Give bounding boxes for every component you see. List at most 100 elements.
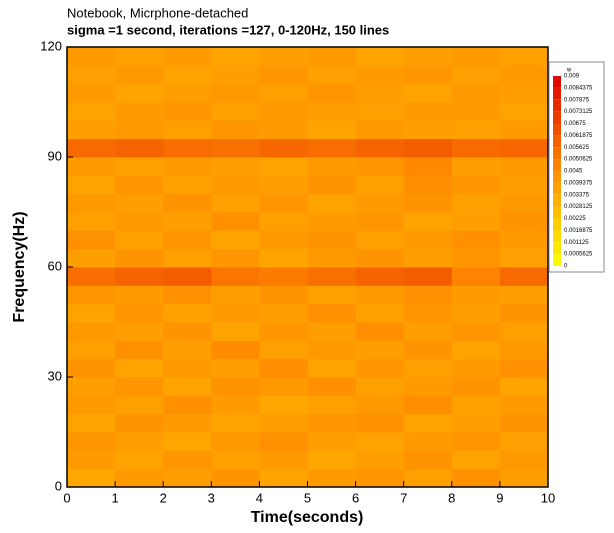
- heat-cell: [307, 157, 357, 176]
- heat-cell: [67, 340, 116, 360]
- heat-cell: [211, 102, 260, 121]
- heat-cell: [115, 267, 164, 286]
- heat-cell: [211, 175, 260, 195]
- heat-cell: [451, 230, 501, 250]
- heat-cell: [259, 450, 308, 470]
- heat-cell: [307, 450, 357, 470]
- heat-cell: [499, 322, 549, 341]
- heat-cell: [211, 340, 260, 360]
- heat-cell: [307, 65, 357, 85]
- heat-cell: [355, 413, 405, 433]
- heat-cell: [163, 450, 212, 470]
- heat-cell: [499, 267, 549, 286]
- heat-cell: [67, 138, 116, 158]
- heat-cell: [403, 83, 453, 103]
- heat-cell: [403, 47, 453, 66]
- heat-cell: [499, 377, 549, 396]
- heat-cell: [67, 47, 116, 66]
- heat-cell: [451, 322, 501, 341]
- x-tick-label: 10: [541, 490, 555, 505]
- heat-cell: [67, 157, 116, 176]
- legend-label: 0.0016875: [564, 228, 593, 234]
- legend-swatch: [553, 135, 561, 148]
- heat-cell: [115, 138, 164, 158]
- heat-cell: [67, 65, 116, 85]
- heat-cell: [499, 47, 549, 66]
- heat-cell: [115, 322, 164, 341]
- heat-cell: [499, 230, 549, 250]
- heat-cell: [355, 340, 405, 360]
- heat-cell: [499, 468, 549, 488]
- heat-cell: [259, 138, 308, 158]
- heat-cell: [451, 450, 501, 470]
- heat-cell: [67, 120, 116, 140]
- heat-cell: [403, 157, 453, 176]
- heat-cell: [115, 65, 164, 85]
- heat-cell: [355, 377, 405, 396]
- heat-cell: [451, 157, 501, 176]
- heat-cell: [403, 358, 453, 378]
- heat-cell: [499, 65, 549, 85]
- heat-cell: [451, 468, 501, 488]
- heat-cell: [307, 377, 357, 396]
- y-tick-label: 30: [48, 368, 62, 383]
- x-tick-label: 4: [256, 490, 263, 505]
- legend-swatch: [553, 206, 561, 219]
- heat-cell: [451, 377, 501, 396]
- heat-cell: [115, 285, 164, 305]
- heat-cell: [355, 432, 405, 451]
- heat-cell: [211, 47, 260, 66]
- heat-cell: [307, 285, 357, 305]
- heat-cell: [211, 303, 260, 323]
- heat-cell: [211, 83, 260, 103]
- heat-cell: [211, 230, 260, 250]
- heat-cell: [451, 285, 501, 305]
- heat-cell: [67, 267, 116, 286]
- heat-cell: [211, 212, 260, 231]
- heat-cell: [115, 303, 164, 323]
- heat-cell: [115, 395, 164, 415]
- heat-cell: [259, 175, 308, 195]
- heat-cell: [259, 248, 308, 268]
- heat-cell: [211, 322, 260, 341]
- heat-cell: [403, 120, 453, 140]
- heat-cell: [115, 413, 164, 433]
- heat-cell: [259, 303, 308, 323]
- heat-cell: [115, 212, 164, 231]
- heat-cell: [115, 248, 164, 268]
- heat-cell: [451, 120, 501, 140]
- legend-swatch: [553, 194, 561, 207]
- heat-cell: [259, 395, 308, 415]
- heat-cell: [67, 230, 116, 250]
- heat-cell: [163, 120, 212, 140]
- heat-cell: [163, 157, 212, 176]
- heat-cell: [115, 450, 164, 470]
- heat-cell: [163, 230, 212, 250]
- heat-cell: [307, 120, 357, 140]
- heat-cell: [355, 138, 405, 158]
- heat-cell: [115, 340, 164, 360]
- heat-cell: [451, 248, 501, 268]
- heat-cell: [115, 120, 164, 140]
- heat-cell: [451, 432, 501, 451]
- heat-cell: [307, 358, 357, 378]
- heat-cell: [499, 157, 549, 176]
- heat-cell: [163, 65, 212, 85]
- heat-cell: [499, 303, 549, 323]
- heat-cell: [163, 432, 212, 451]
- heat-cell: [211, 450, 260, 470]
- legend-label: 0.0084375: [564, 85, 593, 91]
- heat-cell: [403, 285, 453, 305]
- legend-label: 0.00675: [564, 121, 586, 127]
- heat-cell: [211, 157, 260, 176]
- heat-cell: [307, 212, 357, 231]
- heat-cell: [163, 303, 212, 323]
- heat-cell: [163, 102, 212, 121]
- heat-cell: [451, 303, 501, 323]
- heat-cell: [259, 432, 308, 451]
- heat-cell: [259, 340, 308, 360]
- heat-cell: [307, 193, 357, 213]
- heat-cell: [403, 377, 453, 396]
- heat-cell: [67, 285, 116, 305]
